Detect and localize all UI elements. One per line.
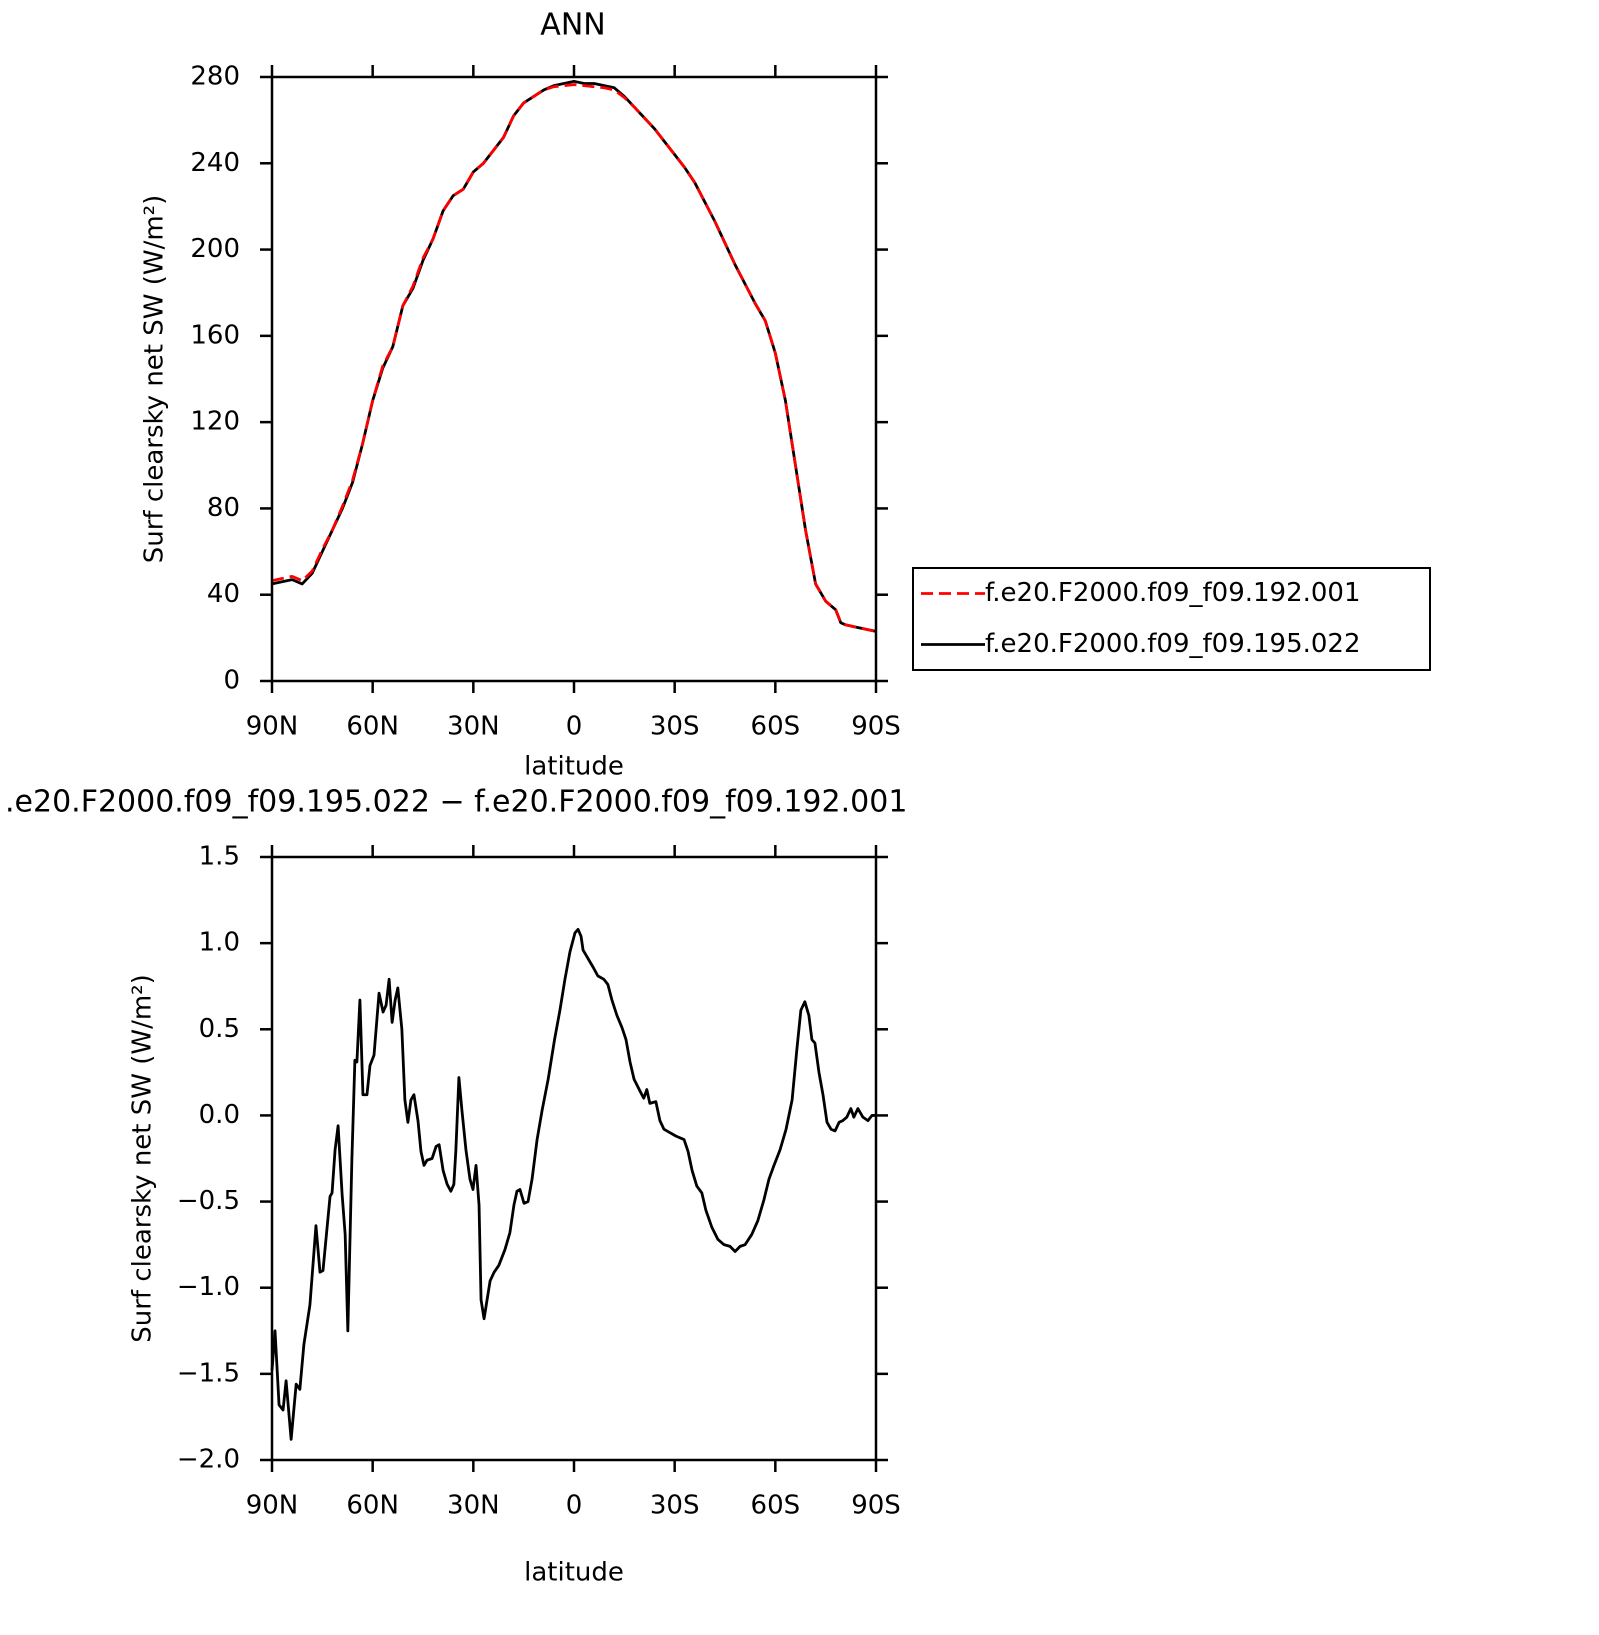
data-line [271,83,877,633]
x-tick-label: 60S [751,712,801,742]
x-axis-label: latitude [524,1558,624,1588]
x-tick-label: 30N [447,1491,500,1521]
y-tick-label: 1.0 [199,928,240,958]
x-tick-label: 90S [851,1491,901,1521]
data-line [271,79,877,633]
x-tick-label: 0 [566,712,583,742]
x-tick-label: 90N [246,712,299,742]
legend-label: f.e20.F2000.f09_f09.192.001 [985,578,1361,608]
y-tick-label: 160 [190,320,240,350]
chart-title: ANN [540,8,605,43]
y-tick-label: 0 [223,666,240,696]
data-line [270,927,876,1441]
y-tick-label: −1.0 [177,1272,240,1302]
y-axis-label: Surf clearsky net SW (W/m²) [128,974,158,1342]
plot-frame [270,855,878,1462]
x-axis-label: latitude [524,752,624,782]
y-tick-label: 40 [207,579,240,609]
y-tick-label: 280 [190,62,240,92]
y-tick-label: 240 [190,148,240,178]
legend-box [912,567,1431,671]
y-tick-label: 1.5 [199,842,240,872]
y-axis-label: Surf clearsky net SW (W/m²) [140,195,170,563]
x-tick-label: 30S [650,712,700,742]
x-tick-label: 30S [650,1491,700,1521]
x-tick-label: 30N [447,712,500,742]
x-tick-label: 90S [851,712,901,742]
x-tick-label: 90N [246,1491,299,1521]
x-tick-label: 0 [566,1491,583,1521]
x-tick-label: 60N [346,712,399,742]
y-tick-label: 80 [207,493,240,523]
y-tick-label: 120 [190,407,240,437]
x-tick-label: 60N [346,1491,399,1521]
x-tick-label: 60S [751,1491,801,1521]
y-tick-label: −1.5 [177,1358,240,1388]
plot-frame [270,75,878,683]
y-tick-label: 0.0 [199,1100,240,1130]
y-tick-label: −0.5 [177,1186,240,1216]
legend-label: f.e20.F2000.f09_f09.195.022 [985,629,1361,659]
y-tick-label: −2.0 [177,1445,240,1475]
y-tick-label: 0.5 [199,1014,240,1044]
y-tick-label: 200 [190,234,240,264]
chart-title: .e20.F2000.f09_f09.195.022 − f.e20.F2000… [5,785,907,820]
